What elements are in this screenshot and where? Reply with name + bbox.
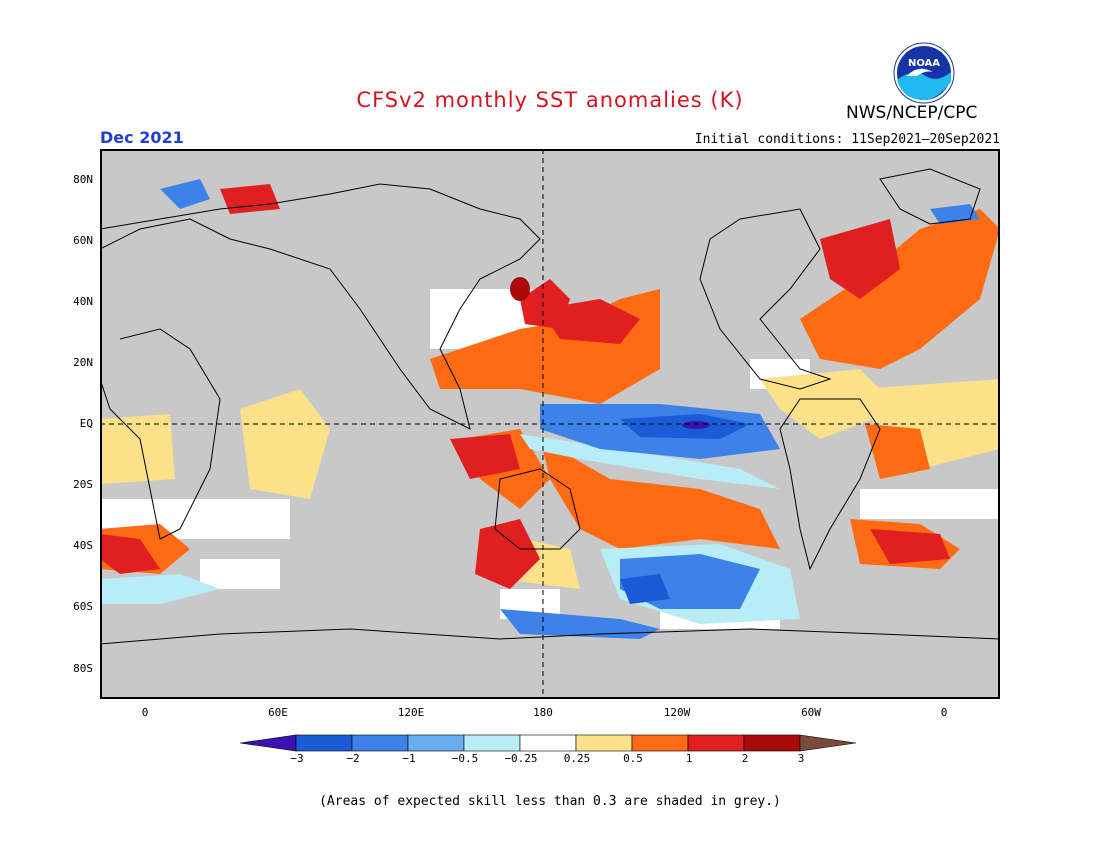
coastlines [100,168,1000,645]
colorbar-label: 0.5 [623,752,643,765]
colorbar-label: 0.25 [563,752,591,765]
lat-label: 80S [73,662,93,675]
lon-label: 60E [268,706,288,719]
agency-label: NWS/NCEP/CPC [846,103,978,123]
cool-anomaly-deepest [682,421,710,429]
colorbar-label: −1 [402,752,416,765]
initial-conditions: Initial conditions: 11Sep2021–20Sep2021 [694,132,1000,147]
lat-label: 20S [73,478,93,491]
colorbar-label: −3 [290,752,304,765]
colorbar-label: 1 [685,752,693,765]
warm-anomaly-red [100,184,950,589]
svg-text:NOAA: NOAA [908,58,940,69]
colorbar-cell [575,734,633,752]
skill-footnote: (Areas of expected skill less than 0.3 a… [319,794,781,809]
colorbar-label: −0.25 [504,752,538,765]
lat-label: 80N [73,173,93,186]
colorbar-cell [687,734,745,752]
sst-anomaly-map [100,149,1000,699]
lat-label: 60N [73,234,93,247]
lat-label: EQ [79,417,93,430]
warm-anomaly-dark [510,277,530,301]
lat-label: 60S [73,600,93,613]
lon-label: 60W [801,706,821,719]
map-title: CFSv2 monthly SST anomalies (K) [356,88,744,112]
colorbar-cell [407,734,465,752]
colorbar-cell [519,734,577,752]
colorbar-max-arrow [799,734,857,752]
colorbar-min-arrow [240,734,297,752]
lon-label: 0 [141,706,149,719]
lon-label: 0 [940,706,948,719]
forecast-month: Dec 2021 [100,128,184,147]
colorbar-cell [295,734,353,752]
lon-label: 120W [663,706,691,719]
lat-label: 20N [73,356,93,369]
colorbar-cell [743,734,801,752]
colorbar-label: 3 [797,752,805,765]
colorbar-cell [631,734,689,752]
lon-label: 120E [397,706,425,719]
lat-label: 40N [73,295,93,308]
noaa-logo: NOAA [893,42,955,104]
map-frame [100,149,1000,699]
colorbar-label: 2 [741,752,749,765]
lon-label: 180 [533,706,553,719]
colorbar-label: −2 [346,752,360,765]
lat-label: 40S [73,539,93,552]
colorbar-cell [351,734,409,752]
colorbar-cell [463,734,521,752]
colorbar [240,734,857,752]
colorbar-label: −0.5 [451,752,479,765]
